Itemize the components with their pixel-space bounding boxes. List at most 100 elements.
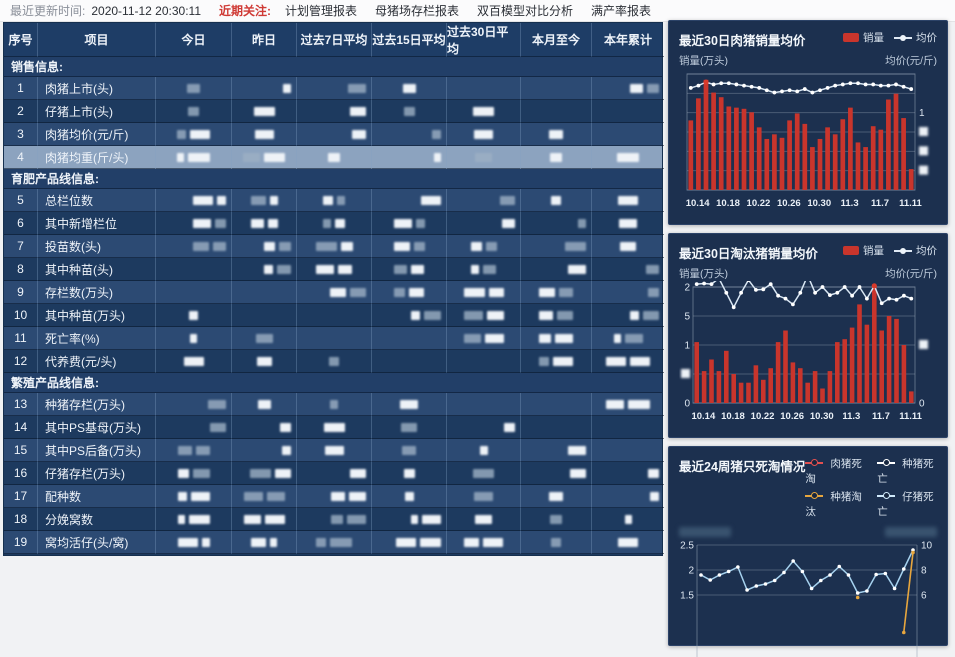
table-row[interactable]: 3 肉猪均价(元/斤) bbox=[4, 123, 664, 146]
row-value-redacted bbox=[592, 462, 664, 485]
row-value-redacted bbox=[297, 146, 372, 169]
chart3-legend-sow-death[interactable]: 种猪死亡 bbox=[877, 458, 934, 485]
redacted-value-block bbox=[565, 241, 586, 251]
table-row[interactable]: 10 其中种苗(万头) bbox=[4, 304, 664, 327]
redacted-value-block bbox=[434, 152, 441, 162]
redacted-value-block bbox=[628, 399, 650, 409]
row-item-label: 代养费(元/头) bbox=[38, 350, 156, 373]
nav-link-sow-inventory-report[interactable]: 母猪场存栏报表 bbox=[375, 4, 460, 18]
redacted-value-block bbox=[630, 310, 639, 320]
row-index: 17 bbox=[4, 485, 38, 508]
nav-link-capacity-report[interactable]: 满产率报表 bbox=[591, 4, 652, 18]
row-value-redacted bbox=[592, 531, 664, 554]
redacted-value-block bbox=[250, 218, 264, 228]
redacted-value-block bbox=[188, 514, 210, 524]
row-value-redacted bbox=[232, 146, 297, 169]
svg-text:6: 6 bbox=[921, 591, 927, 602]
col-header-15day-avg: 过去15日平均 bbox=[372, 23, 447, 57]
redacted-value-block bbox=[282, 445, 291, 455]
row-value-redacted bbox=[372, 531, 447, 554]
row-value-redacted bbox=[232, 393, 297, 416]
chart3-legend-pig-death[interactable]: 肉猪死淘 bbox=[805, 458, 862, 485]
row-index: 14 bbox=[4, 416, 38, 439]
redacted-value-block bbox=[620, 241, 636, 251]
row-value-redacted bbox=[592, 327, 664, 350]
table-row[interactable]: 6 其中新增栏位 bbox=[4, 212, 664, 235]
table-row[interactable]: 7 投苗数(头) bbox=[4, 235, 664, 258]
row-value-redacted bbox=[372, 77, 447, 100]
row-value-redacted bbox=[232, 281, 297, 304]
row-value-redacted bbox=[372, 235, 447, 258]
row-index: 4 bbox=[4, 146, 38, 169]
table-row[interactable]: 15 其中PS后备(万头) bbox=[4, 439, 664, 462]
row-index: 15 bbox=[4, 439, 38, 462]
row-value-redacted bbox=[372, 100, 447, 123]
redacted-value-block bbox=[183, 356, 204, 366]
row-value-redacted bbox=[297, 123, 372, 146]
row-value-redacted bbox=[447, 439, 521, 462]
table-row[interactable]: 14 其中PS基母(万头) bbox=[4, 416, 664, 439]
row-value-redacted bbox=[297, 304, 372, 327]
row-value-redacted bbox=[232, 123, 297, 146]
redacted-value-block bbox=[177, 491, 187, 501]
chart3-legend-sow-cull[interactable]: 种猪淘汰 bbox=[805, 491, 862, 518]
redacted-value-block bbox=[613, 333, 621, 343]
table-row[interactable]: 4 肉猪均重(斤/头) bbox=[4, 146, 664, 169]
redacted-value-block bbox=[330, 399, 338, 409]
chart1-legend-sales[interactable]: 销量 bbox=[843, 30, 884, 45]
redacted-value-block bbox=[266, 491, 285, 501]
report-table: 序号 项目 今日 昨日 过去7日平均 过去15日平均 过去30日平均 本月至今 … bbox=[3, 22, 664, 556]
row-value-redacted bbox=[156, 531, 232, 554]
row-value-redacted bbox=[156, 281, 232, 304]
redacted-value-block bbox=[648, 468, 659, 478]
table-row[interactable]: 5 总栏位数 bbox=[4, 189, 664, 212]
table-row[interactable]: 8 其中种苗(头) bbox=[4, 258, 664, 281]
table-row[interactable]: 19 窝均活仔(头/窝) bbox=[4, 531, 664, 554]
redacted-value-block bbox=[578, 218, 586, 228]
row-value-redacted bbox=[297, 235, 372, 258]
row-value-redacted bbox=[521, 393, 592, 416]
redacted-value-block bbox=[646, 264, 659, 274]
row-value-redacted bbox=[156, 235, 232, 258]
row-value-redacted bbox=[592, 508, 664, 531]
row-value-redacted bbox=[156, 393, 232, 416]
pig-sales-price-chart: 10.14 10.18 10.22 10.26 10.30 11.3 11.7 11.11 1 bbox=[686, 73, 928, 209]
red-dot-legend-icon bbox=[805, 458, 824, 467]
table-row[interactable]: 1 肉猪上市(头) bbox=[4, 77, 664, 100]
redacted-value-block bbox=[243, 491, 263, 501]
row-item-label: 分娩窝数 bbox=[38, 508, 156, 531]
redacted-value-block bbox=[474, 129, 493, 139]
table-row[interactable]: 16 仔猪存栏(万头) bbox=[4, 462, 664, 485]
svg-text:0: 0 bbox=[919, 399, 925, 410]
redacted-value-block bbox=[195, 445, 210, 455]
nav-link-plan-report[interactable]: 计划管理报表 bbox=[285, 4, 358, 18]
chart2-legend-avg-price[interactable]: 均价 bbox=[894, 243, 937, 258]
redacted-value-block bbox=[337, 195, 345, 205]
nav-link-model-compare[interactable]: 双百模型对比分析 bbox=[477, 4, 574, 18]
redacted-value-block bbox=[504, 422, 515, 432]
redacted-value-block bbox=[193, 195, 213, 205]
chart3-legend-piglet-death[interactable]: 仔猪死亡 bbox=[877, 491, 934, 518]
row-value-redacted bbox=[232, 531, 297, 554]
chart1-legend-avg-price[interactable]: 均价 bbox=[894, 30, 937, 45]
table-row[interactable]: 18 分娩窝数 bbox=[4, 508, 664, 531]
row-value-redacted bbox=[297, 393, 372, 416]
table-row[interactable]: 13 种猪存栏(万头) bbox=[4, 393, 664, 416]
row-value-redacted bbox=[447, 485, 521, 508]
redacted-value-block bbox=[190, 333, 197, 343]
row-item-label: 仔猪上市(头) bbox=[38, 100, 156, 123]
table-row[interactable]: 17 配种数 bbox=[4, 485, 664, 508]
row-item-label: 其中种苗(头) bbox=[38, 258, 156, 281]
table-row[interactable]: 11 死亡率(%) bbox=[4, 327, 664, 350]
table-row[interactable]: 12 代养费(元/头) bbox=[4, 350, 664, 373]
svg-text:10: 10 bbox=[921, 541, 933, 552]
redacted-value-block bbox=[323, 195, 333, 205]
redacted-value-block bbox=[188, 106, 199, 116]
chart-card-cull-sales: 最近30日淘汰猪销量均价 销量 均价 销量(万头) 均价(元/斤) 10.14 1… bbox=[668, 233, 948, 438]
redacted-value-block bbox=[256, 356, 272, 366]
table-row[interactable]: 9 存栏数(万头) bbox=[4, 281, 664, 304]
chart-card-mortality: 最近24周猪只死淘情况 肉猪死淘 种猪死亡 种猪淘汰 仔猪死亡 bbox=[668, 446, 948, 657]
charts-panel: 最近30日肉猪销量均价 销量 均价 销量(万头) 均价(元/斤) 10.14 10… bbox=[668, 20, 948, 657]
table-row[interactable]: 2 仔猪上市(头) bbox=[4, 100, 664, 123]
chart2-legend-sales[interactable]: 销量 bbox=[843, 243, 884, 258]
